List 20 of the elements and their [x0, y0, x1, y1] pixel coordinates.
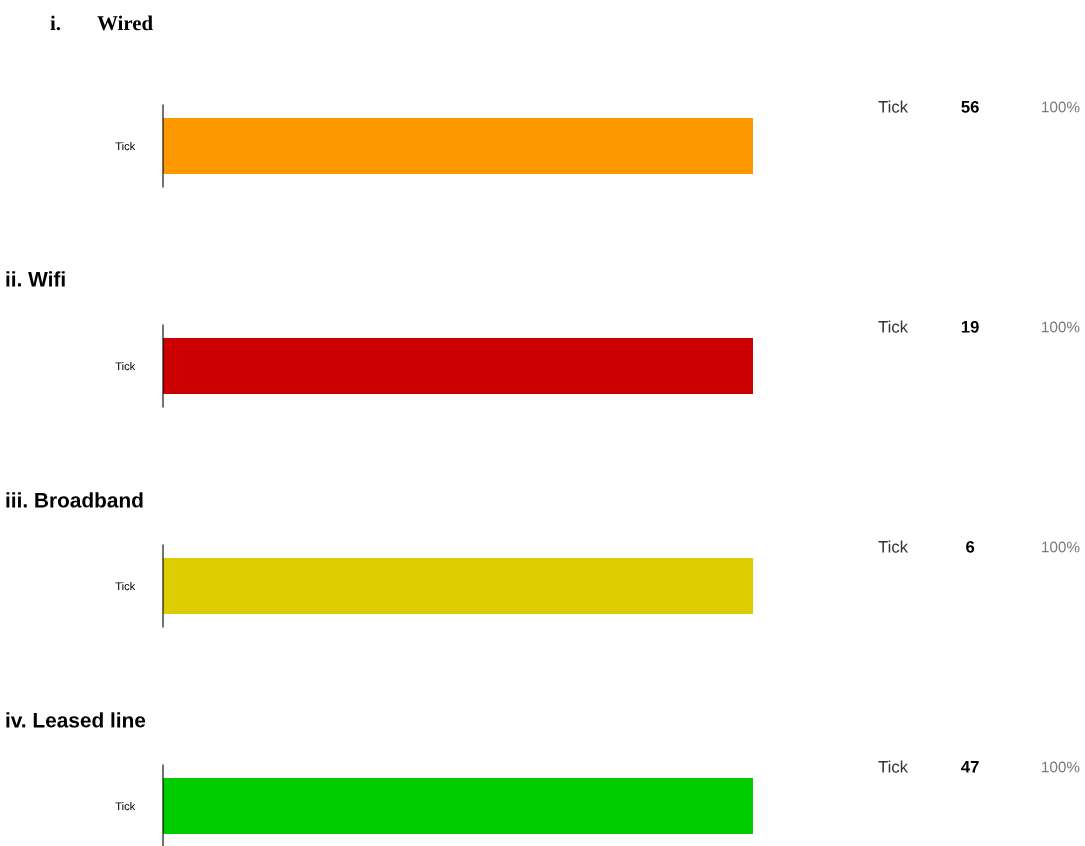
category-label: Tick — [115, 581, 136, 591]
y-tick-label: Tick — [878, 100, 909, 113]
text: 6 — [966, 540, 975, 553]
chart-title: i. Wired — [50, 15, 153, 31]
y-tick-label: Tick — [878, 320, 909, 333]
category-label: Tick — [115, 801, 136, 811]
text: 47 — [961, 761, 979, 773]
text: 56 — [961, 100, 979, 113]
text: 19 — [961, 320, 979, 333]
text: 100% — [1042, 321, 1080, 333]
chart-title: iii. Broadband — [6, 492, 143, 508]
text: 100% — [1042, 101, 1080, 113]
y-tick-label: Tick — [878, 760, 909, 773]
text: 100% — [1042, 761, 1080, 773]
chart-title: iv. Leased line — [6, 712, 146, 728]
y-tick-label: Tick — [878, 540, 909, 553]
category-label: Tick — [115, 141, 136, 151]
category-label: Tick — [115, 361, 136, 371]
text: 100% — [1042, 541, 1080, 553]
chart-title: ii. Wifi — [6, 271, 65, 287]
